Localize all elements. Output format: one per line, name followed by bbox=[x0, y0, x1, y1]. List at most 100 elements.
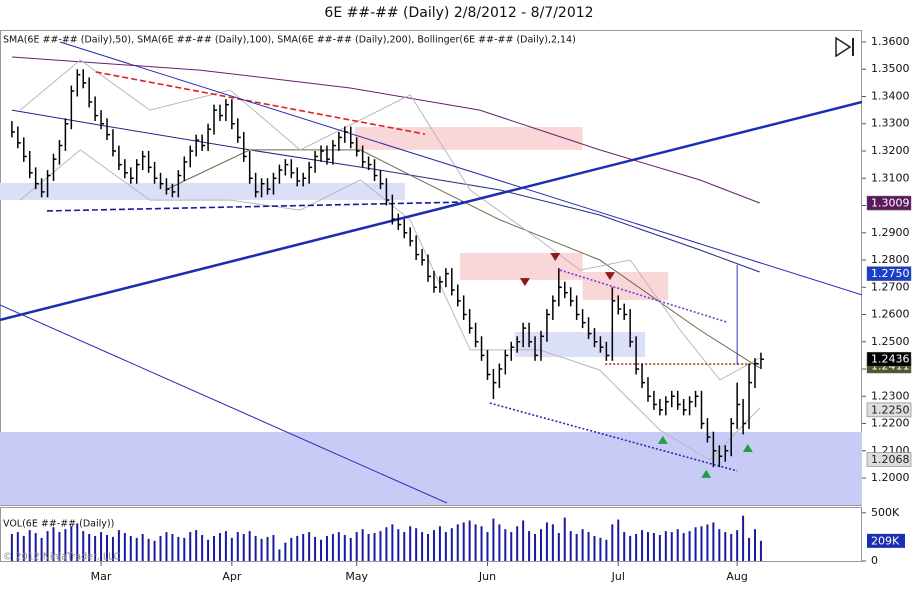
volume-bar bbox=[52, 527, 55, 561]
skip-icon[interactable] bbox=[835, 36, 854, 58]
volume-bar bbox=[16, 532, 19, 561]
zone bbox=[514, 331, 646, 358]
volume-bar bbox=[165, 532, 168, 561]
signal-marker bbox=[701, 469, 712, 478]
volume-bar bbox=[635, 534, 638, 561]
price-label-box bbox=[866, 195, 912, 211]
volume-bar bbox=[195, 530, 198, 561]
y-tick-label: 1.2600 bbox=[871, 308, 910, 321]
signal-marker bbox=[657, 435, 668, 444]
volume-bar bbox=[516, 526, 519, 561]
volume-bar bbox=[480, 526, 483, 561]
volume-bar bbox=[444, 532, 447, 561]
price-label-box bbox=[866, 452, 912, 467]
y-tick-label: 1.2500 bbox=[871, 335, 910, 348]
volume-bar bbox=[189, 532, 192, 561]
y-tick-label: 1.2900 bbox=[871, 226, 910, 239]
price-label-box bbox=[866, 351, 912, 367]
indicator-line bbox=[11, 56, 760, 204]
volume-bar bbox=[623, 532, 626, 561]
volume-bar bbox=[242, 534, 245, 561]
trend-line bbox=[489, 402, 738, 472]
volume-bar bbox=[82, 531, 85, 561]
zone bbox=[582, 271, 669, 301]
volume-bar bbox=[629, 535, 632, 561]
y-tick-label: 1.2200 bbox=[871, 417, 910, 430]
volume-bar bbox=[605, 539, 608, 561]
volume-bar bbox=[183, 537, 186, 561]
volume-bar bbox=[664, 531, 667, 561]
indicator-line bbox=[19, 149, 761, 461]
price-label: 1.2068 bbox=[871, 453, 910, 466]
volume-bar bbox=[284, 542, 287, 561]
volume-bar bbox=[58, 532, 61, 561]
volume-bar bbox=[159, 535, 162, 561]
volume-bar bbox=[153, 540, 156, 561]
volume-bar bbox=[88, 534, 91, 561]
volume-bar bbox=[403, 532, 406, 561]
volume-bar bbox=[100, 532, 103, 561]
volume-bar bbox=[522, 520, 525, 561]
x-tick-label: Jun bbox=[478, 570, 496, 583]
volume-bar bbox=[563, 517, 566, 561]
volume-bar bbox=[456, 524, 459, 561]
y-tick-label: 1.2800 bbox=[871, 253, 910, 266]
volume-label: 209K bbox=[871, 534, 900, 547]
volume-bar bbox=[248, 531, 251, 561]
volume-bar bbox=[421, 532, 424, 561]
volume-bar bbox=[218, 533, 221, 561]
volume-bar bbox=[46, 531, 49, 561]
volume-bar bbox=[730, 534, 733, 561]
volume-bar bbox=[534, 534, 537, 561]
volume-bar bbox=[94, 535, 97, 561]
trend-line bbox=[0, 100, 862, 322]
volume-bar bbox=[22, 535, 25, 561]
volume-bar bbox=[290, 537, 293, 561]
volume-bar bbox=[468, 520, 471, 561]
volume-tick-label: 0 bbox=[871, 554, 878, 567]
price-label: 1.3009 bbox=[871, 197, 910, 210]
zone bbox=[0, 431, 862, 505]
x-tick-label: Apr bbox=[222, 570, 242, 583]
volume-bar bbox=[409, 526, 412, 561]
volume-bar bbox=[296, 535, 299, 561]
volume-bar bbox=[367, 534, 370, 561]
volume-bar bbox=[278, 549, 281, 561]
volume-bar bbox=[688, 531, 691, 561]
volume-bar bbox=[302, 534, 305, 561]
volume-bar bbox=[177, 536, 180, 561]
indicator-line bbox=[165, 149, 760, 369]
volume-bar bbox=[337, 532, 340, 561]
volume-bar bbox=[706, 524, 709, 561]
volume-bar bbox=[611, 524, 614, 561]
volume-bar bbox=[432, 530, 435, 561]
volume-bar bbox=[474, 524, 477, 561]
zone bbox=[0, 182, 405, 201]
volume-bar bbox=[694, 527, 697, 561]
volume-bar bbox=[111, 536, 114, 561]
volume-bar bbox=[147, 538, 150, 561]
volume-bar bbox=[379, 531, 382, 561]
volume-bar bbox=[492, 518, 495, 561]
volume-bar bbox=[355, 532, 358, 561]
volume-bar bbox=[34, 533, 37, 561]
volume-bar bbox=[415, 528, 418, 561]
volume-bar bbox=[28, 530, 31, 561]
volume-bar bbox=[106, 534, 109, 561]
y-tick-label: 1.3300 bbox=[871, 117, 910, 130]
volume-bar bbox=[718, 529, 721, 561]
volume-bar bbox=[201, 534, 204, 561]
volume-bar bbox=[70, 526, 73, 561]
signal-marker bbox=[519, 278, 530, 287]
volume-title: VOL(6E ##-## (Daily)) bbox=[3, 519, 114, 530]
signal-marker bbox=[550, 253, 561, 262]
volume-bar bbox=[141, 534, 144, 561]
volume-bar bbox=[593, 535, 596, 561]
volume-bar bbox=[10, 534, 13, 561]
volume-bar bbox=[391, 524, 394, 561]
volume-bar bbox=[724, 532, 727, 561]
volume-bar bbox=[753, 529, 756, 561]
volume-bar bbox=[545, 522, 548, 561]
volume-bar bbox=[748, 537, 751, 561]
